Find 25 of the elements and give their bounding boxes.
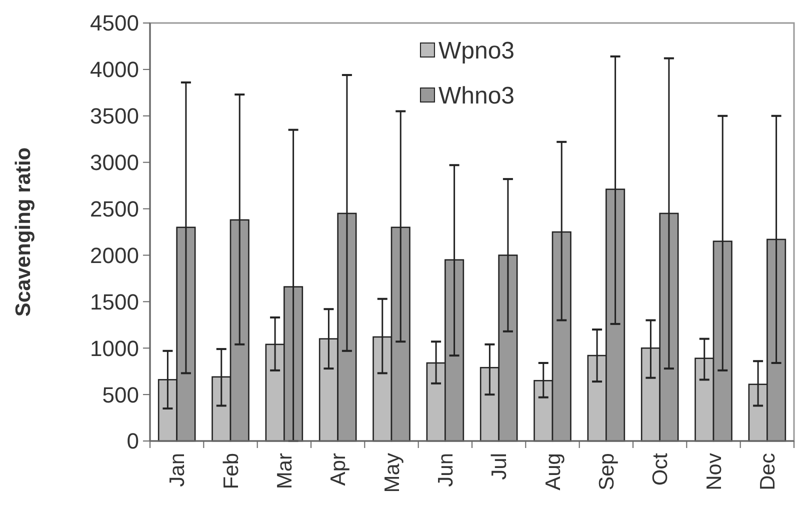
y-tick-label: 1500	[90, 289, 139, 314]
y-tick-label: 4000	[90, 57, 139, 82]
legend-label: Whno3	[438, 82, 515, 110]
y-tick-label: 500	[102, 382, 139, 408]
y-tick-label: 1000	[90, 336, 139, 361]
x-tick-label: Jul	[488, 453, 512, 480]
x-tick-label: Apr	[327, 453, 350, 486]
x-tick-label: Aug	[542, 453, 565, 490]
x-tick-label: Mar	[274, 453, 297, 490]
y-tick-label: 3500	[90, 104, 139, 129]
y-tick-label: 3000	[90, 150, 139, 176]
y-tick-label: 2500	[90, 196, 139, 222]
y-tick-label: 2000	[90, 242, 139, 268]
x-tick-label: Feb	[220, 453, 243, 490]
x-tick-label: Jun	[434, 453, 458, 487]
x-tick-label: May	[380, 452, 404, 493]
legend-label: Wpno3	[438, 37, 515, 64]
y-tick-label: 0	[126, 428, 139, 454]
y-axis-title: Scavenging ratio	[12, 147, 35, 317]
x-tick-label: Nov	[702, 452, 726, 490]
x-tick-label: Sep	[596, 453, 619, 490]
x-tick-label: Dec	[756, 453, 780, 490]
x-tick-label: Oct	[649, 452, 672, 486]
x-tick-label: Jan	[166, 453, 190, 487]
y-tick-label: 4500	[90, 10, 139, 36]
